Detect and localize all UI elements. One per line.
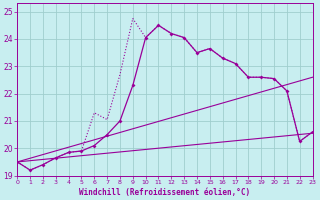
X-axis label: Windchill (Refroidissement éolien,°C): Windchill (Refroidissement éolien,°C) bbox=[79, 188, 251, 197]
